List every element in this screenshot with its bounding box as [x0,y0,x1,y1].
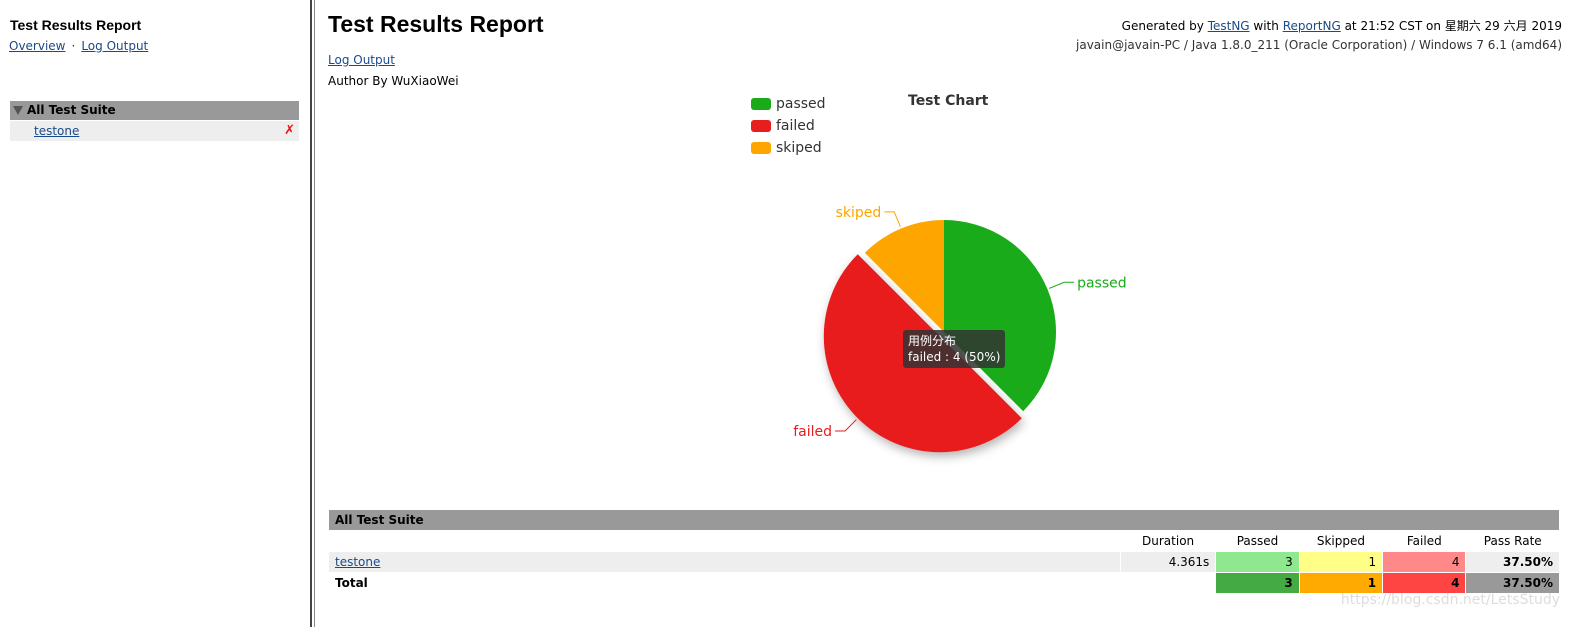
chart-tooltip: 用例分布 failed : 4 (50%) [903,330,1006,368]
legend-item-skiped[interactable]: skiped [751,137,826,159]
legend-swatch-skiped [751,142,771,154]
col-header-duration: Duration [1142,534,1195,548]
sidebar: Test Results Report Overview · Log Output … [0,0,312,627]
pie-slice-skiped[interactable] [864,220,944,332]
suite-group-header[interactable]: All Test Suite [10,101,299,120]
legend-label-passed: passed [776,96,826,112]
sidebar-title: Test Results Report [10,17,142,33]
suite-item-link[interactable]: testone [34,124,80,138]
passed-cell: 3 [1216,552,1299,572]
label-line-passed [1049,281,1075,289]
sidebar-nav: Overview · Log Output [9,39,148,53]
row-name-cell: testone [329,552,1120,572]
gen-with: with [1249,19,1283,33]
total-label: Total [335,576,368,590]
col-header-pass-rate: Pass Rate [1483,534,1542,548]
total-duration-cell [1121,573,1215,593]
label-line-skiped [884,211,901,227]
legend-label-skiped: skiped [776,140,822,156]
pass-rate-cell: 37.50% [1466,552,1559,572]
col-header-passed: Passed [1236,534,1279,548]
slice-label-skiped: skiped [836,205,882,221]
log-output-link[interactable]: Log Output [328,53,395,67]
generated-by-line: Generated by TestNG with ReportNG at 21:… [1122,17,1562,34]
total-passed-cell: 3 [1216,573,1299,593]
overview-link[interactable]: Overview [9,39,66,53]
slice-label-failed: failed [793,424,832,440]
legend-item-failed[interactable]: failed [751,115,826,137]
testng-link[interactable]: TestNG [1207,19,1250,33]
chart-title: Test Chart [908,93,989,109]
legend-swatch-passed [751,98,771,110]
pie-chart: passed failed skiped [793,205,1127,453]
legend-label-failed: failed [776,118,815,134]
system-info: javain@javain-PC / Java 1.8.0_211 (Oracl… [1076,38,1562,52]
label-line-failed [835,419,857,432]
collapse-triangle-icon[interactable] [13,106,23,115]
name-col-header [329,531,1120,551]
test-link-testone[interactable]: testone [335,555,381,569]
pie-slice-passed[interactable] [944,220,1057,412]
failed-status-icon: ✗ [284,123,295,138]
failed-cell: 4 [1383,552,1466,572]
total-row: Total 3 1 4 37.50% [329,573,1559,593]
nav-separator: · [71,39,76,53]
reportng-link[interactable]: ReportNG [1282,19,1341,33]
skipped-cell: 1 [1299,552,1383,572]
author-line: Author By WuXiaoWei [328,74,459,88]
chart-legend: passed failed skiped [751,93,826,159]
suite-group-label: All Test Suite [27,103,116,117]
col-header-skipped: Skipped [1316,534,1365,548]
watermark: https://blog.csdn.net/LetsStudy [1340,592,1560,608]
total-pass-rate-cell: 37.50% [1466,573,1559,593]
page-title: Test Results Report [328,11,544,37]
table-row: testone 4.361s 3 1 4 37.50% [329,552,1559,572]
gen-suffix: at 21:52 CST on 星期六 29 六月 2019 [1340,19,1562,33]
frame-divider[interactable] [310,0,315,627]
total-failed-cell: 4 [1383,573,1466,593]
sidebar-log-output-link[interactable]: Log Output [81,39,149,53]
table-suite-header: All Test Suite [329,510,1559,530]
col-header-failed: Failed [1406,534,1442,548]
slice-label-passed: passed [1077,275,1127,291]
tooltip-value: failed : 4 (50%) [908,350,1001,364]
legend-item-passed[interactable]: passed [751,93,826,115]
duration-cell: 4.361s [1120,552,1216,572]
legend-swatch-failed [751,120,771,132]
suite-item-testone: testone ✗ [10,121,299,141]
total-skipped-cell: 1 [1299,573,1383,593]
gen-prefix: Generated by [1121,19,1208,33]
results-table: All Test Suite Duration Passed Skipped F… [328,509,1560,594]
tooltip-series: 用例分布 [908,334,957,348]
